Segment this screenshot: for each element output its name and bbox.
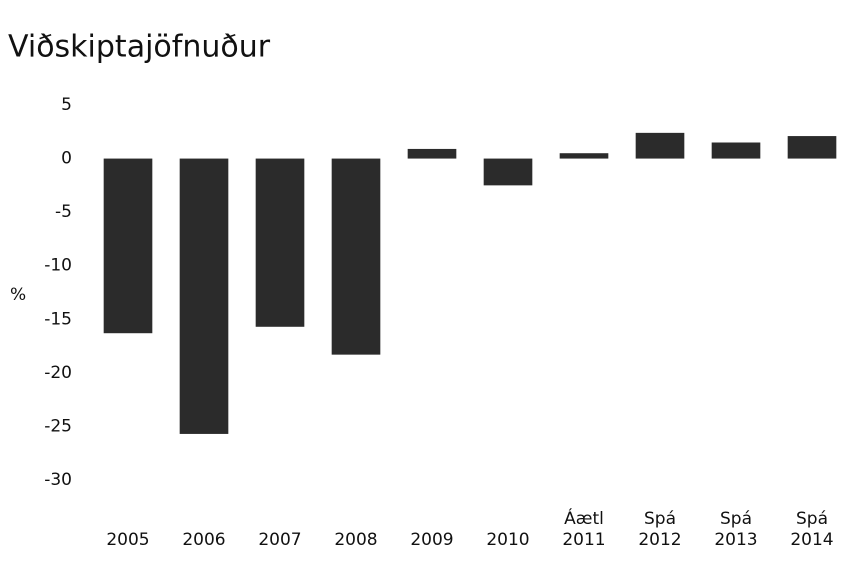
- bar: [407, 148, 457, 159]
- x-tick-label: 2008: [334, 530, 378, 550]
- bar: [483, 158, 533, 186]
- y-tick-label: -15: [44, 309, 72, 329]
- x-tick-label: Spá 2012: [638, 509, 682, 550]
- x-tick-label: Spá 2013: [714, 509, 758, 550]
- bar: [255, 158, 305, 327]
- chart-title: Viðskiptajöfnuður: [8, 30, 271, 65]
- x-tick-label: 2010: [486, 530, 530, 550]
- x-tick-label: 2005: [106, 530, 150, 550]
- bar: [635, 132, 685, 159]
- bar: [103, 158, 153, 334]
- x-tick-label: 2007: [258, 530, 302, 550]
- y-axis-label: %: [10, 285, 26, 305]
- y-tick-label: -30: [44, 470, 72, 490]
- y-tick-label: -20: [44, 363, 72, 383]
- y-tick-label: 0: [61, 149, 72, 169]
- x-tick-label: Áætl 2011: [562, 509, 606, 550]
- y-tick-label: -25: [44, 416, 72, 436]
- bar: [787, 136, 837, 159]
- x-tick-label: Spá 2014: [790, 509, 834, 550]
- bar: [331, 158, 381, 355]
- y-tick-label: 5: [61, 95, 72, 115]
- x-tick-label: 2009: [410, 530, 454, 550]
- bar: [559, 153, 609, 159]
- bar: [179, 158, 229, 434]
- y-tick-label: -10: [44, 256, 72, 276]
- x-tick-label: 2006: [182, 530, 226, 550]
- y-tick-label: -5: [55, 202, 72, 222]
- bar: [711, 142, 761, 159]
